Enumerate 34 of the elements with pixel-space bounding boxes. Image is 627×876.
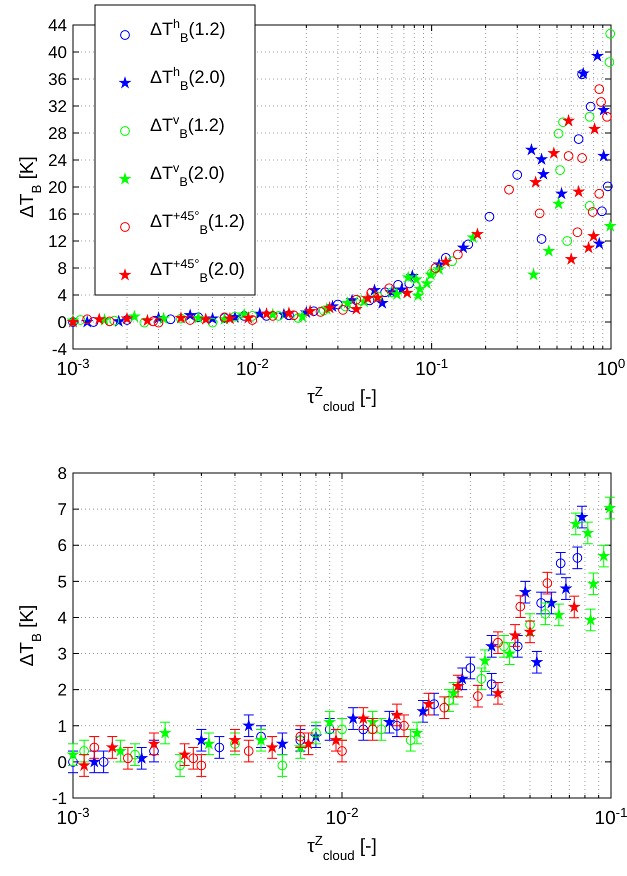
y-tick-label: 3 [58,644,67,664]
y-tick-label: 4 [58,286,67,305]
legend-label: ΔT$^{+45°}$$_{B}$(2.0) [150,257,245,285]
y-tick-label: 2 [58,680,67,700]
x-tick-label: 10$^{-2}$ [236,356,269,380]
x-tick-label: 10$^{-1}$ [415,356,448,380]
y-tick-label: 40 [48,43,67,62]
x-axis-title: τ$^{Z}$$_{cloud}$ [-] [307,384,377,414]
x-tick-label: 10$^{-1}$ [594,804,627,829]
x-tick-label: 10$^{0}$ [596,356,626,380]
y-tick-label: 8 [58,259,67,278]
y-tick-label: 20 [48,178,67,197]
x-axis-title: τ$^{Z}$$_{cloud}$ [-] [307,832,377,862]
y-tick-label: 5 [58,572,67,592]
y-tick-label: 44 [48,16,67,35]
y-tick-label: 12 [48,232,67,251]
y-tick-label: 4 [58,608,67,628]
y-tick-label: 6 [58,536,67,556]
y-tick-label: 7 [58,500,67,520]
legend-label: ΔT$^{v}$$_{B}$(2.0) [150,161,225,189]
legend-label: ΔT$^{h}$$_{B}$(1.2) [150,17,226,45]
y-tick-label: 36 [48,70,67,89]
y-tick-label: 32 [48,97,67,116]
y-tick-label: 0 [58,313,67,332]
y-tick-label: 0 [58,752,67,772]
legend-label: ΔT$^{v}$$_{B}$(1.2) [150,113,225,141]
legend-label: ΔT$^{+45°}$$_{B}$(1.2) [150,209,245,237]
y-tick-label: 8 [58,464,67,483]
y-tick-label: 16 [48,205,67,224]
legend-label: ΔT$^{h}$$_{B}$(2.0) [150,65,226,93]
x-tick-label: 10$^{-2}$ [326,804,358,829]
y-tick-label: 1 [58,716,67,736]
y-tick-label: 28 [48,124,67,143]
y-tick-label: 24 [48,151,67,170]
